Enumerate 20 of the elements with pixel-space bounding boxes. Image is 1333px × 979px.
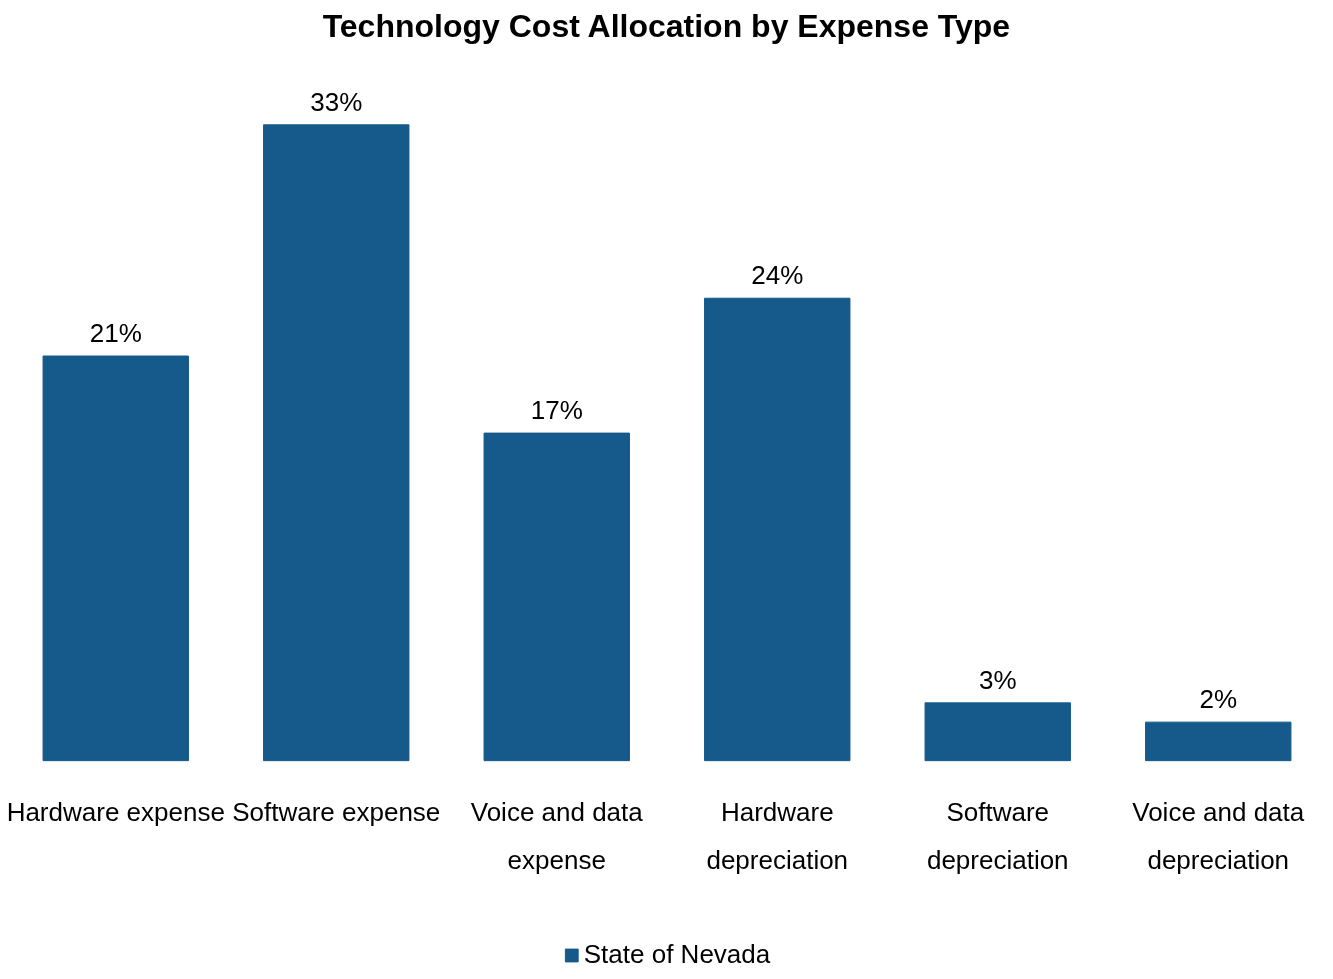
bar (483, 432, 630, 762)
legend-label: State of Nevada (583, 939, 771, 970)
bar (1145, 721, 1292, 762)
chart-title: Technology Cost Allocation by Expense Type (322, 7, 1011, 44)
bar (924, 702, 1071, 762)
x-tick-label: Voice and data depreciation (1132, 796, 1305, 875)
bar (263, 124, 410, 762)
data-label: 24% (751, 260, 804, 291)
data-label: 2% (1199, 684, 1238, 715)
data-label: 33% (310, 86, 363, 117)
x-tick-label: Hardware expense (6, 796, 225, 827)
data-label: 21% (89, 318, 142, 349)
x-tick-label: Software depreciation (926, 796, 1069, 875)
x-tick-label: Voice and data expense (470, 796, 644, 875)
data-label: 17% (530, 395, 583, 426)
data-label: 3% (978, 664, 1017, 695)
x-tick-label: Hardware depreciation (706, 796, 849, 875)
bar (42, 355, 189, 762)
x-tick-label: Software expense (232, 796, 441, 827)
bar (704, 297, 851, 762)
